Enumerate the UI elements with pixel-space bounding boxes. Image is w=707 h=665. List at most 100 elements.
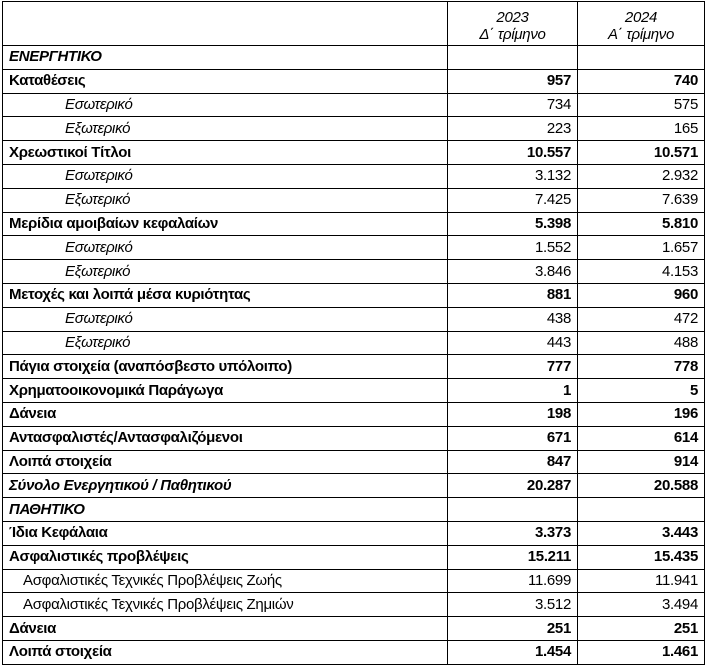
value-2023: 20.287 — [447, 473, 578, 499]
value-2024: 5 — [577, 378, 705, 403]
row-label: Εξωτερικό — [2, 187, 448, 213]
table-row: Λοιπά στοιχεία 1.454 1.461 — [2, 639, 705, 665]
row-label: Εσωτερικό — [2, 235, 448, 261]
value-2023: 3.132 — [447, 163, 578, 189]
table-row: Ασφαλιστικές προβλέψεις 15.211 15.435 — [2, 544, 705, 570]
value-2024: 575 — [577, 92, 705, 118]
table-row: Ασφαλιστικές Τεχνικές Προβλέψεις Ζημιών 3… — [2, 592, 705, 618]
value-2024: 960 — [577, 282, 705, 308]
table-row: ΕΝΕΡΓΗΤΙΚΟ — [2, 45, 705, 70]
value-2023: 223 — [447, 116, 578, 142]
value-2024: 3.443 — [577, 520, 705, 546]
table-row: Καταθέσεις 957 740 — [2, 68, 705, 94]
value-2023: 881 — [447, 282, 578, 308]
value-2024: 11.941 — [577, 568, 705, 594]
table-row: Εξωτερικό 7.425 7.639 — [2, 187, 705, 213]
header-row: 2023 Δ΄ τρίμηνο 2024 Α΄ τρίμηνο — [2, 1, 705, 46]
value-2024: 5.810 — [577, 211, 705, 237]
value-2024: 165 — [577, 116, 705, 142]
table-row: Εξωτερικό 223 165 — [2, 116, 705, 142]
value-2024: 196 — [577, 401, 705, 427]
table-row: Σύνολο Ενεργητικού / Παθητικού 20.287 20.5… — [2, 473, 705, 499]
value-2023: 438 — [447, 306, 578, 332]
table-row: Εξωτερικό 443 488 — [2, 330, 705, 356]
table-row: Μερίδια αμοιβαίων κεφαλαίων 5.398 5.810 — [2, 211, 705, 237]
header-year: 2023 — [496, 9, 529, 26]
header-label-cell — [2, 1, 448, 46]
value-2024: 1.461 — [577, 639, 705, 665]
value-2024: 778 — [577, 354, 705, 380]
header-col-2023: 2023 Δ΄ τρίμηνο — [447, 1, 578, 46]
value-2023 — [447, 497, 578, 522]
row-label: Λοιπά στοιχεία — [2, 639, 448, 665]
value-2024: 1.657 — [577, 235, 705, 261]
value-2024: 15.435 — [577, 544, 705, 570]
value-2023: 1.454 — [447, 639, 578, 665]
value-2023: 5.398 — [447, 211, 578, 237]
value-2024: 7.639 — [577, 187, 705, 213]
table-row: Ίδια Κεφάλαια 3.373 3.443 — [2, 520, 705, 546]
header-year: 2024 — [624, 9, 658, 26]
value-2023: 777 — [447, 354, 578, 380]
value-2023: 198 — [447, 401, 578, 427]
value-2024: 614 — [577, 425, 705, 451]
value-2024: 740 — [577, 68, 705, 94]
row-label: Αντασφαλιστές/Αντασφαλιζόμενοι — [2, 425, 448, 451]
table-row: Χρεωστικοί Τίτλοι 10.557 10.571 — [2, 140, 705, 165]
value-2024: 914 — [577, 449, 705, 475]
row-label: Λοιπά στοιχεία — [2, 449, 448, 475]
table-row: Χρηματοοικονομικά Παράγωγα 1 5 — [2, 378, 705, 403]
value-2023: 734 — [447, 92, 578, 118]
value-2024 — [577, 497, 705, 522]
row-label: Καταθέσεις — [2, 68, 448, 94]
value-2024: 3.494 — [577, 592, 705, 618]
value-2023: 10.557 — [447, 140, 578, 165]
value-2024 — [577, 45, 705, 70]
value-2023: 7.425 — [447, 187, 578, 213]
value-2023: 1 — [447, 378, 578, 403]
value-2024: 472 — [577, 306, 705, 332]
row-label: Μετοχές και λοιπά μέσα κυριότητας — [2, 282, 448, 308]
table-row: Αντασφαλιστές/Αντασφαλιζόμενοι 671 614 — [2, 425, 705, 451]
row-label: Πάγια στοιχεία (αναπόσβεστο υπόλοιπο) — [2, 354, 448, 380]
row-label: Ασφαλιστικές Τεχνικές Προβλέψεις Ζωής — [2, 568, 448, 594]
value-2023: 1.552 — [447, 235, 578, 261]
table-row: Εσωτερικό 1.552 1.657 — [2, 235, 705, 261]
table-row: Δάνεια 251 251 — [2, 616, 705, 641]
table-row: Δάνεια 198 196 — [2, 401, 705, 427]
row-label: Εσωτερικό — [2, 306, 448, 332]
table-row: Εξωτερικό 3.846 4.153 — [2, 259, 705, 284]
row-label: Δάνεια — [2, 401, 448, 427]
table-row: Πάγια στοιχεία (αναπόσβεστο υπόλοιπο) 777… — [2, 354, 705, 380]
row-label: Σύνολο Ενεργητικού / Παθητικού — [2, 473, 448, 499]
table-row: Λοιπά στοιχεία 847 914 — [2, 449, 705, 475]
table-row: Εσωτερικό 438 472 — [2, 306, 705, 332]
row-label: Ασφαλιστικές Τεχνικές Προβλέψεις Ζημιών — [2, 592, 448, 618]
row-label: Εξωτερικό — [2, 330, 448, 356]
value-2023: 3.846 — [447, 259, 578, 284]
value-2023: 847 — [447, 449, 578, 475]
value-2023: 3.512 — [447, 592, 578, 618]
header-quarter: Α΄ τρίμηνο — [607, 26, 675, 43]
value-2024: 4.153 — [577, 259, 705, 284]
row-label: Μερίδια αμοιβαίων κεφαλαίων — [2, 211, 448, 237]
value-2023: 251 — [447, 616, 578, 641]
table-row: Εσωτερικό 3.132 2.932 — [2, 163, 705, 189]
value-2024: 251 — [577, 616, 705, 641]
header-quarter: Δ΄ τρίμηνο — [479, 26, 546, 43]
value-2023: 15.211 — [447, 544, 578, 570]
row-label: Χρεωστικοί Τίτλοι — [2, 140, 448, 165]
header-col-2024: 2024 Α΄ τρίμηνο — [577, 1, 705, 46]
value-2023: 957 — [447, 68, 578, 94]
row-label: Δάνεια — [2, 616, 448, 641]
value-2023: 3.373 — [447, 520, 578, 546]
table-row: Εσωτερικό 734 575 — [2, 92, 705, 118]
row-label: Εσωτερικό — [2, 163, 448, 189]
table-row: ΠΑΘΗΤΙΚΟ — [2, 497, 705, 522]
value-2023: 11.699 — [447, 568, 578, 594]
value-2023: 443 — [447, 330, 578, 356]
table-row: Ασφαλιστικές Τεχνικές Προβλέψεις Ζωής 11.… — [2, 568, 705, 594]
value-2024: 2.932 — [577, 163, 705, 189]
value-2023: 671 — [447, 425, 578, 451]
row-label: Ασφαλιστικές προβλέψεις — [2, 544, 448, 570]
